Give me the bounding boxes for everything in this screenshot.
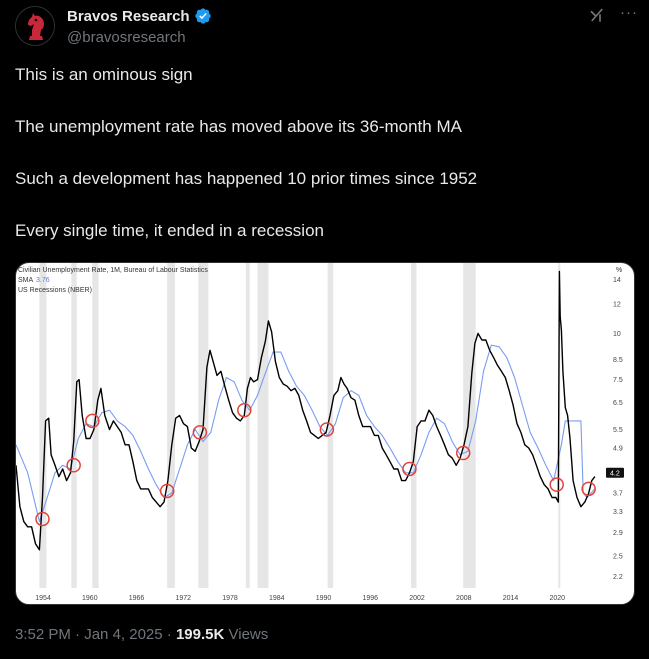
avatar[interactable] (15, 6, 55, 46)
tweet-line: This is an ominous sign (15, 65, 193, 84)
tweet-line: Such a development has happened 10 prior… (15, 169, 478, 188)
y-tick-label: 12 (613, 302, 621, 309)
signal-circle (455, 445, 471, 461)
recession-band (92, 263, 99, 588)
signal-circle (192, 425, 208, 440)
recession-band (463, 263, 476, 588)
recession-band (411, 263, 417, 588)
tweet-line: The unemployment rate has moved above it… (15, 117, 462, 136)
recession-band (39, 263, 47, 588)
y-tick-label: 4.9 (613, 446, 623, 453)
signal-circle (402, 461, 417, 477)
y-tick-label: 14 (613, 277, 621, 284)
recession-band (327, 263, 334, 588)
y-tick-label: 8.5 (613, 357, 623, 364)
legend-sma-name: SMA (18, 277, 34, 284)
legend-sma-value: 3.76 (36, 277, 50, 284)
tweet-text: This is an ominous sign The unemployment… (15, 62, 635, 270)
red-knight-chess-icon (16, 7, 54, 45)
current-value-label: 4.2 (610, 470, 620, 477)
signal-circle (85, 413, 100, 429)
tweet-time[interactable]: 3:52 PM (15, 626, 71, 643)
signal-circle (237, 402, 252, 418)
signal-circle (66, 458, 81, 473)
recession-band (257, 263, 269, 588)
x-tick-label: 1960 (82, 595, 98, 602)
x-tick-label: 1966 (129, 595, 145, 602)
recession-band (167, 263, 175, 588)
x-tick-label: 1954 (35, 595, 51, 602)
x-tick-label: 2002 (409, 595, 425, 602)
signal-circle (35, 511, 50, 527)
signal-circle (159, 483, 175, 499)
tweet-meta: 3:52 PM · Jan 4, 2025 · 199.5K Views (15, 626, 268, 643)
signal-circle (319, 422, 335, 437)
author-handle[interactable]: @bravosresearch (67, 29, 186, 46)
chart-title: Civilian Unemployment Rate, 1M, Bureau o… (18, 267, 208, 274)
x-tick-label: 1978 (222, 595, 238, 602)
y-unit-label: % (616, 267, 622, 274)
x-tick-label: 1990 (316, 595, 332, 602)
x-tick-label: 2020 (549, 595, 565, 602)
y-tick-label: 2.9 (613, 530, 623, 537)
sma-line (16, 344, 596, 523)
x-tick-label: 2014 (503, 595, 519, 602)
chart-image[interactable]: 14 12 10 8.5 7.5 6.5 5.5 4.9 3.7 3.3 2.9 2.5 2.2 4.2 … (15, 262, 635, 605)
legend-recessions: US Recessions (NBER) (18, 287, 92, 294)
tweet-line: Every single time, it ended in a recessi… (15, 221, 324, 240)
y-tick-label: 7.5 (613, 377, 623, 384)
grok-icon[interactable] (588, 6, 606, 24)
y-tick-label: 2.2 (613, 574, 623, 581)
meta-separator: · (75, 626, 81, 643)
tweet-date[interactable]: Jan 4, 2025 (84, 626, 163, 643)
unemployment-chart: 1412108.57.56.55.54.93.73.32.92.52.24.2 … (16, 263, 624, 602)
signal-circle (581, 481, 596, 497)
meta-separator: · (166, 626, 172, 643)
x-tick-label: 1996 (362, 595, 378, 602)
y-tick-label: 10 (613, 331, 621, 338)
y-tick-label: 3.7 (613, 491, 623, 498)
verified-badge-icon (194, 8, 211, 24)
y-tick-label: 6.5 (613, 400, 623, 407)
views-label: Views (228, 626, 269, 643)
unemployment-rate-line (16, 270, 596, 551)
author-display-name[interactable]: Bravos Research (67, 7, 190, 25)
y-tick-label: 5.5 (613, 427, 623, 434)
x-tick-label: 2008 (456, 595, 472, 602)
views-count: 199.5K (175, 626, 225, 643)
more-icon[interactable]: ··· (620, 4, 638, 21)
x-tick-label: 1972 (176, 595, 192, 602)
x-tick-label: 1984 (269, 595, 285, 602)
y-tick-label: 3.3 (613, 509, 623, 516)
recession-band (245, 263, 250, 588)
y-tick-label: 2.5 (613, 554, 623, 561)
signal-circle (549, 477, 564, 492)
current-value-badge (606, 467, 624, 478)
